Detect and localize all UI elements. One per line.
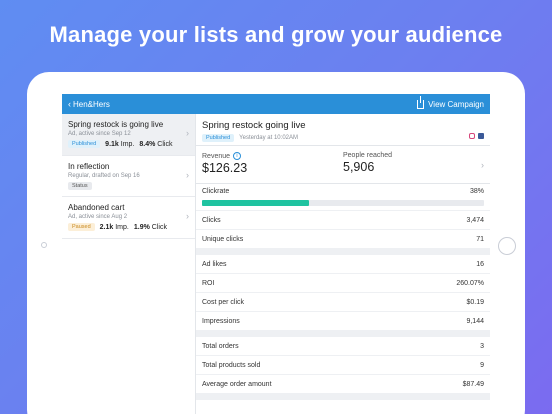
app-screen: ‹ Hen&Hers View Campaign Spring restock … [62, 94, 490, 414]
stat-row: Clicks 3,474 [196, 211, 490, 230]
campaign-detail: Spring restock going live Published Yest… [196, 114, 490, 414]
view-campaign-label: View Campaign [428, 99, 484, 109]
chevron-right-icon: › [186, 128, 189, 138]
summary-metrics[interactable]: Revenue i $126.23 People reached 5,906 › [196, 146, 490, 184]
campaign-subtitle: Regular, drafted on Sep 16 [68, 172, 140, 179]
people-reached-label: People reached [343, 152, 393, 159]
chevron-right-icon: › [481, 160, 484, 170]
status-badge: Paused [68, 223, 95, 231]
back-label: Hen&Hers [73, 99, 110, 109]
click-stat: 8.4% Click [139, 140, 173, 148]
campaign-subtitle: Ad, active since Sep 12 [68, 131, 131, 137]
campaign-item[interactable]: Spring restock is going live Ad, active … [62, 114, 195, 156]
facebook-icon [478, 133, 484, 139]
people-reached-value: 5,906 [343, 160, 375, 174]
back-button[interactable]: ‹ Hen&Hers [68, 99, 110, 109]
campaign-item[interactable]: In reflection Regular, drafted on Sep 16… [62, 156, 195, 197]
campaign-title: In reflection [68, 161, 110, 171]
info-icon[interactable]: i [233, 152, 242, 160]
revenue-value: $126.23 [202, 161, 248, 175]
revenue-metric: Revenue i $126.23 [202, 152, 343, 177]
status-badge: Published [68, 140, 101, 148]
section-divider [196, 249, 490, 255]
campaign-title: Abandoned cart [68, 203, 125, 212]
clickrate-progress-fill [202, 200, 310, 206]
clickrate-value: 38% [469, 188, 484, 195]
impressions-stat: 9.1k Imp. [105, 140, 135, 148]
detail-timestamp: Yesterday at 10:02AM [239, 135, 298, 141]
ad-stats-rows: Ad likes 16 ROI 260.07% Cost per click $0.1… [196, 255, 490, 331]
people-reached-metric: People reached 5,906 [343, 152, 484, 177]
campaign-list: Spring restock is going live Ad, active … [62, 114, 196, 414]
engagement-rows: Clicks 3,474 Unique clicks 71 [196, 211, 490, 249]
share-icon [417, 95, 425, 109]
nav-bar: ‹ Hen&Hers View Campaign [62, 94, 490, 114]
camera-dot [41, 242, 47, 248]
campaign-subtitle: Ad, active since Aug 2 [68, 214, 128, 220]
stat-row: Unique clicks 71 [196, 230, 490, 249]
impressions-stat: 2.1k Imp. [99, 223, 129, 231]
detail-header: Spring restock going live Published Yest… [196, 114, 490, 146]
chevron-right-icon: › [186, 211, 189, 221]
section-divider [196, 331, 490, 337]
chevron-right-icon: › [186, 169, 189, 180]
stat-row: Total products sold 9 [196, 356, 490, 375]
order-stats-rows: Total orders 3 Total products sold 9 Avera… [196, 337, 490, 394]
stat-row: ROI 260.07% [196, 274, 490, 293]
stat-row: Ad likes 16 [196, 255, 490, 274]
home-button[interactable] [498, 237, 516, 255]
instagram-icon [469, 133, 475, 139]
section-divider [196, 394, 490, 400]
clickrate-label: Clickrate [202, 188, 230, 195]
campaign-title: Spring restock is going live [68, 120, 164, 129]
stat-row: Impressions 9,144 [196, 312, 490, 331]
status-badge: Published [202, 134, 235, 142]
detail-title: Spring restock going live [202, 120, 306, 131]
headline: Manage your lists and grow your audience [49, 22, 503, 47]
click-stat: 1.9% Click [133, 223, 167, 231]
stat-row: Cost per click $0.19 [196, 293, 490, 312]
view-campaign-button[interactable]: View Campaign [417, 95, 484, 109]
clickrate-section: Clickrate 38% [196, 184, 490, 211]
stat-row: Average order amount $87.49 [196, 375, 490, 394]
clickrate-progress-bar [202, 200, 484, 206]
chevron-left-icon: ‹ [68, 99, 71, 109]
revenue-label: Revenue [202, 152, 231, 160]
status-badge: Status [68, 181, 92, 190]
stat-row: Total orders 3 [196, 337, 490, 356]
campaign-item[interactable]: Abandoned cart Ad, active since Aug 2 Pa… [62, 197, 195, 239]
